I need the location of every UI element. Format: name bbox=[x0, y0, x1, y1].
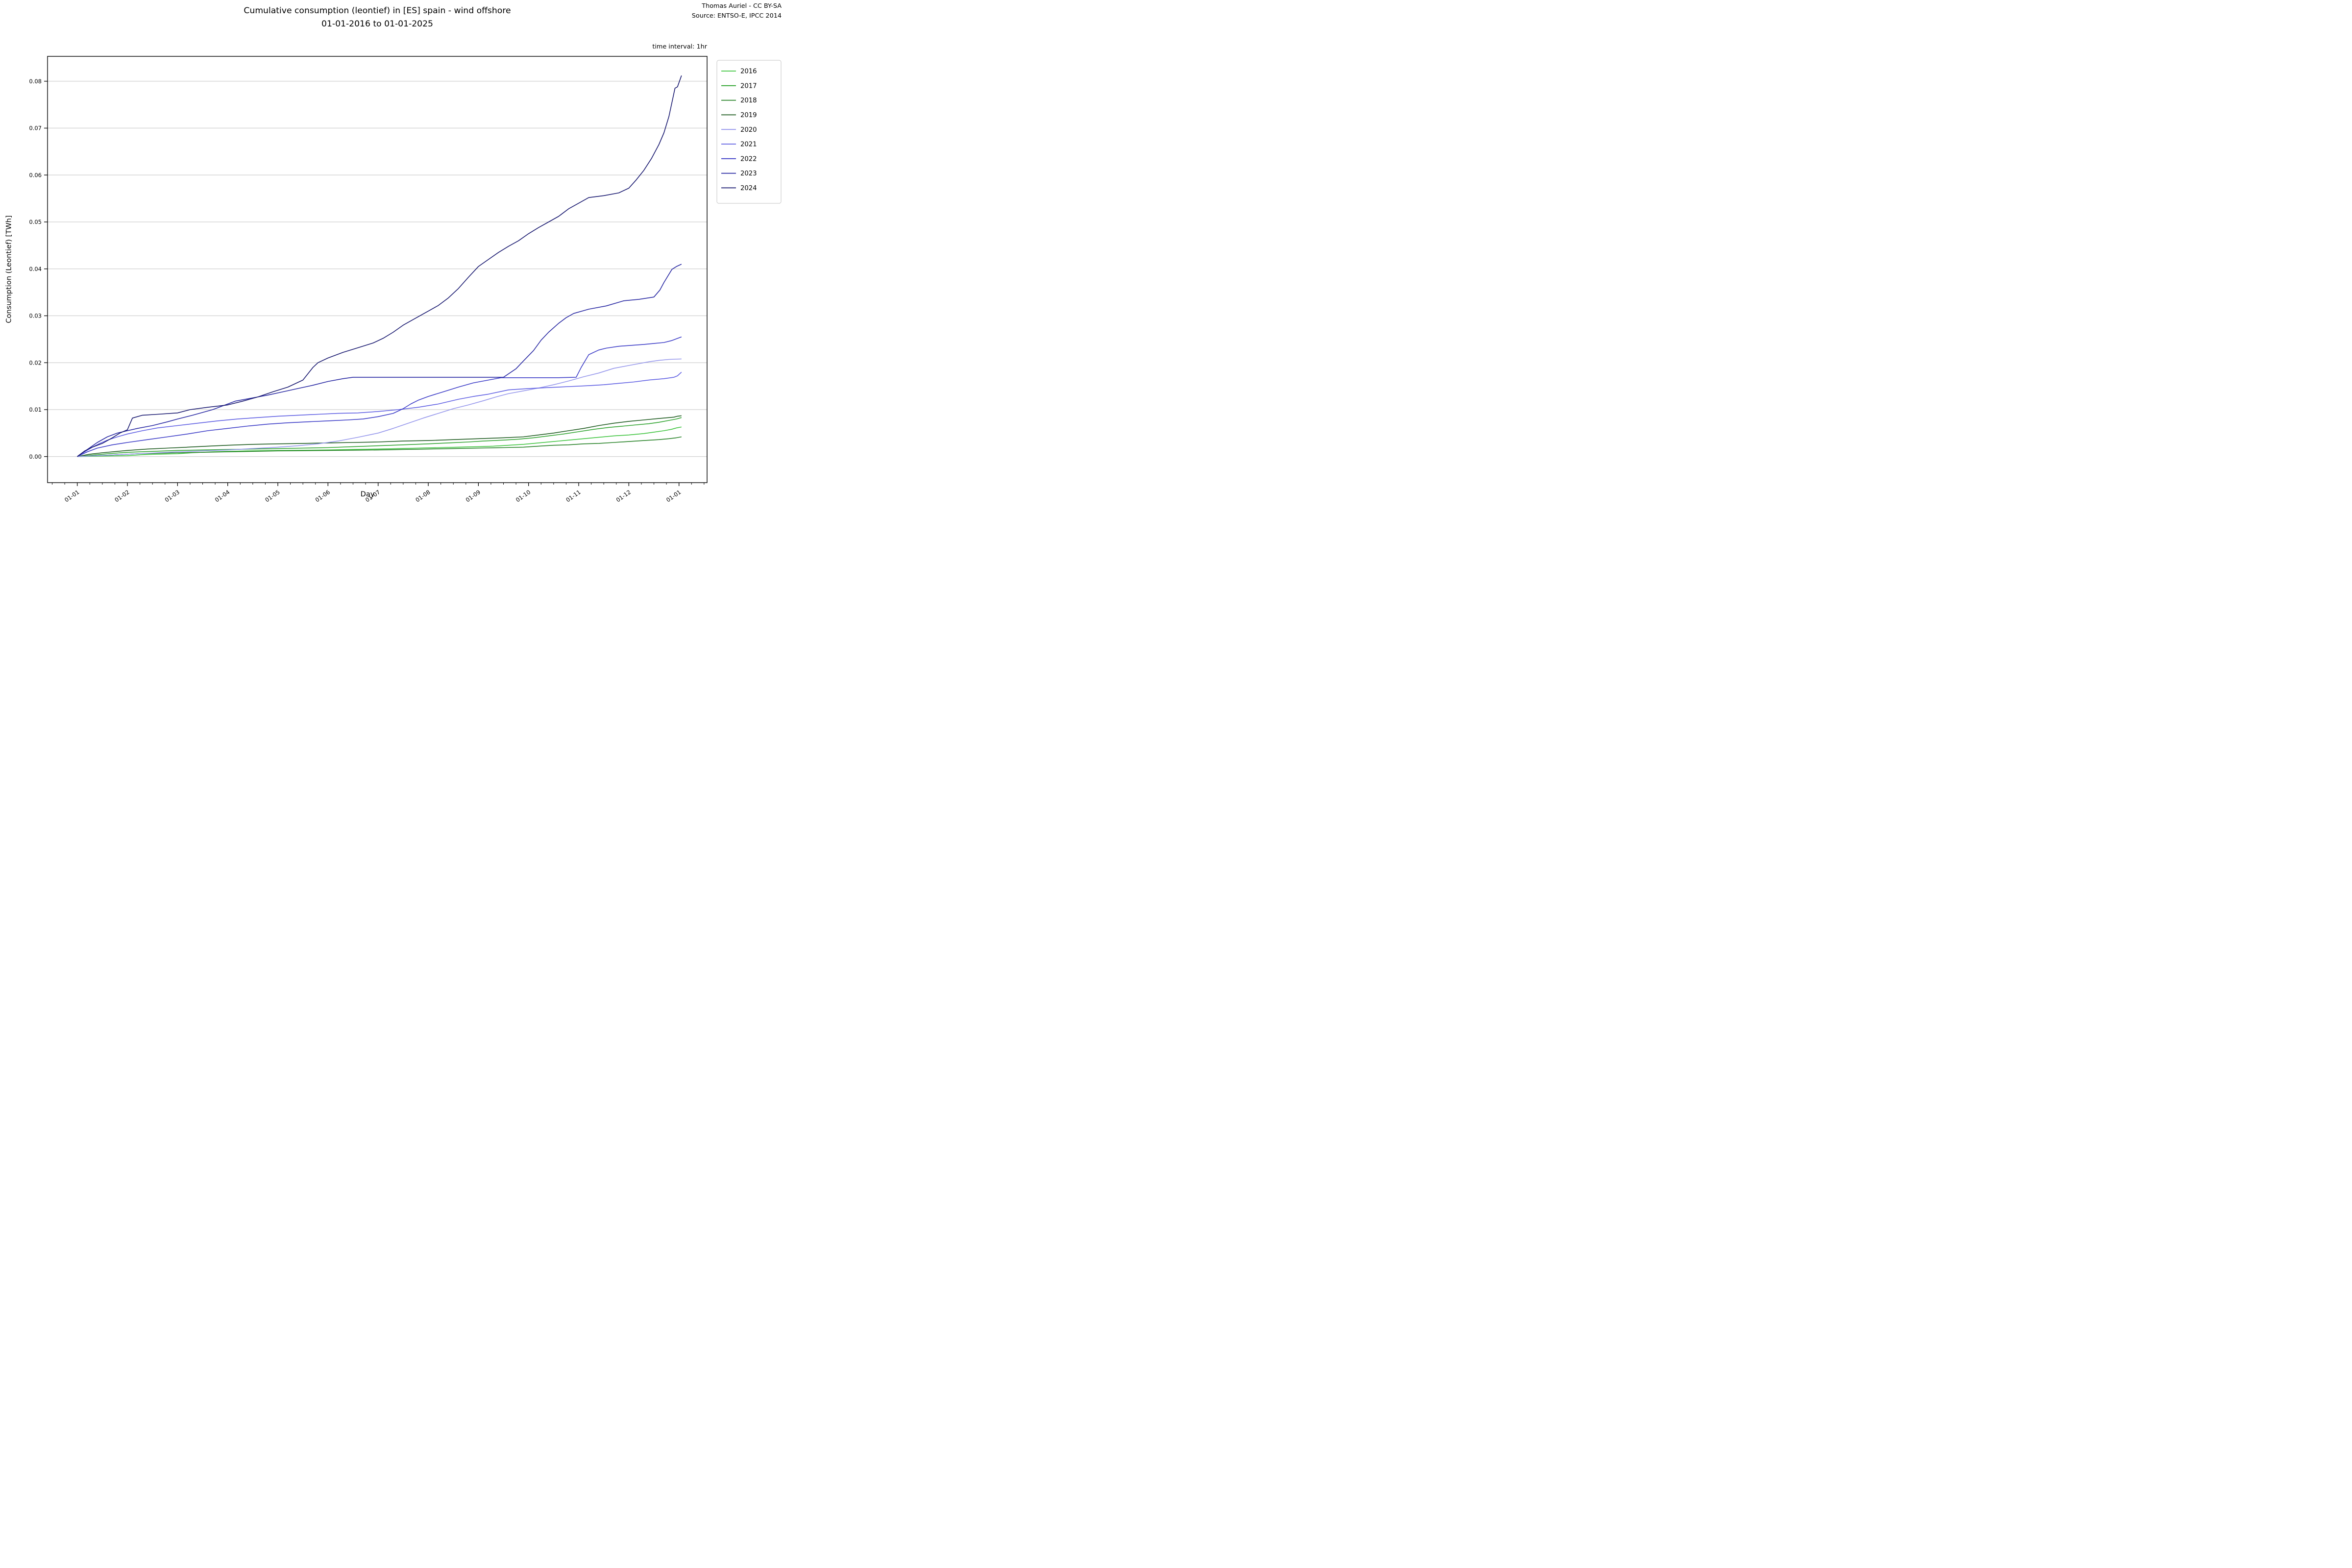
legend-label-2022: 2022 bbox=[740, 155, 757, 163]
series-line-2023 bbox=[77, 264, 682, 457]
y-tick-label: 0.05 bbox=[29, 219, 42, 225]
credit-text: Thomas Auriel - CC BY-SA Source: ENTSO-E… bbox=[692, 1, 782, 21]
credit-author: Thomas Auriel - CC BY-SA bbox=[702, 2, 782, 10]
y-tick-label: 0.02 bbox=[29, 359, 42, 366]
series-line-2020 bbox=[77, 358, 682, 457]
chart-title: Cumulative consumption (leontief) in [ES… bbox=[48, 4, 707, 30]
legend-label-2021: 2021 bbox=[740, 141, 757, 148]
y-tick-label: 0.03 bbox=[29, 313, 42, 319]
y-tick-label: 0.07 bbox=[29, 125, 42, 132]
legend-label-2017: 2017 bbox=[740, 82, 757, 90]
time-interval-note: time interval: 1hr bbox=[652, 43, 707, 50]
legend-label-2024: 2024 bbox=[740, 185, 757, 192]
consumption-line-chart: 0.000.010.020.030.040.050.060.070.0801-0… bbox=[29, 56, 782, 504]
legend-label-2016: 2016 bbox=[740, 68, 757, 75]
chart-page: Thomas Auriel - CC BY-SA Source: ENTSO-E… bbox=[0, 0, 784, 523]
legend-box bbox=[716, 60, 782, 204]
series-line-2024 bbox=[77, 75, 682, 457]
plot-border bbox=[47, 56, 708, 483]
chart-title-line2: 01-01-2016 to 01-01-2025 bbox=[321, 19, 433, 29]
series-line-2022 bbox=[77, 336, 682, 457]
y-tick-label: 0.00 bbox=[29, 453, 42, 460]
series-line-2017 bbox=[77, 417, 682, 457]
legend-label-2019: 2019 bbox=[740, 112, 757, 119]
chart-title-line1: Cumulative consumption (leontief) in [ES… bbox=[244, 6, 511, 16]
legend-label-2020: 2020 bbox=[740, 126, 757, 134]
series-line-2019 bbox=[77, 415, 682, 457]
y-tick-label: 0.01 bbox=[29, 406, 42, 413]
legend-label-2023: 2023 bbox=[740, 170, 757, 177]
y-tick-label: 0.04 bbox=[29, 266, 42, 272]
y-tick-label: 0.08 bbox=[29, 78, 42, 85]
y-tick-label: 0.06 bbox=[29, 172, 42, 178]
series-line-2018 bbox=[77, 436, 682, 457]
credit-source: Source: ENTSO-E, IPCC 2014 bbox=[691, 12, 782, 20]
legend-label-2018: 2018 bbox=[740, 97, 757, 104]
x-axis-label: Day bbox=[360, 490, 375, 498]
series-line-2021 bbox=[77, 371, 682, 457]
y-axis-label: Consumption (Leontief) [TWh] bbox=[4, 215, 13, 323]
